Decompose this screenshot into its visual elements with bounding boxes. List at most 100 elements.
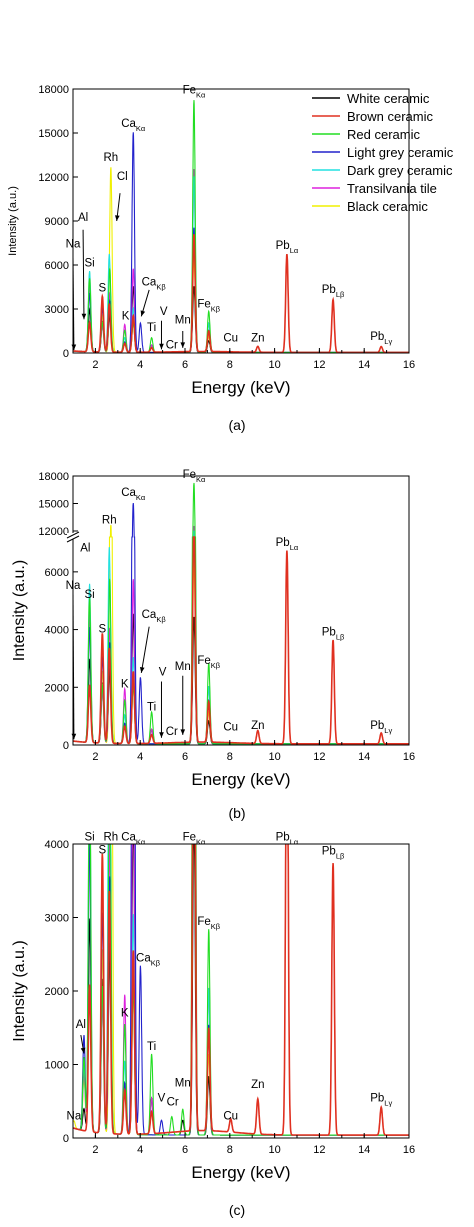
peak-label: Zn (251, 332, 264, 344)
peak-label: Cu (223, 722, 238, 734)
peak-label: Mn (175, 315, 191, 327)
x-tick-label: 6 (182, 1144, 188, 1156)
annotation-arrowhead (81, 313, 87, 320)
x-tick-label: 8 (227, 359, 233, 371)
peak-element: Fe (197, 299, 210, 311)
annotation-arrow (72, 592, 75, 740)
peak-element: Cr (166, 726, 178, 738)
peak-element: Pb (322, 845, 336, 857)
peak-element: Na (67, 1111, 82, 1123)
peak-label: V (159, 667, 167, 679)
peak-element: Pb (276, 240, 290, 252)
peak-label: Al (76, 1019, 86, 1031)
peak-line: Lβ (336, 632, 345, 641)
x-tick-label: 16 (403, 359, 415, 371)
peak-line: Kα (196, 90, 206, 99)
y-tick-label: 12000 (38, 172, 69, 184)
series-line-brown (73, 844, 409, 1136)
y-tick-label: 6000 (45, 260, 69, 272)
chart-a: 2 4 6 8 10 12 14 16 0 3000 6000 9000 12000 15000 18000… (7, 84, 415, 433)
peak-element: Si (84, 831, 94, 843)
peak-element: Ti (147, 1041, 156, 1053)
figure-caption: (a) (228, 417, 245, 433)
peak-line: Kβ (211, 922, 221, 931)
peak-label: PbLβ (322, 845, 345, 860)
peak-element: Pb (370, 331, 384, 343)
peak-label: S (99, 282, 107, 294)
y-tick-label: 2000 (45, 682, 69, 694)
peak-label: Al (80, 543, 90, 555)
peak-label: Ti (147, 322, 156, 334)
peak-element: Pb (370, 1092, 384, 1104)
peak-element: Al (78, 212, 88, 224)
chart-b: 2 4 6 8 10 12 14 16 0 2000 4000 6000 12000 15000 18000… (11, 469, 415, 821)
peak-element: Cu (223, 332, 238, 344)
peak-element: Cu (223, 722, 238, 734)
peak-element: Al (80, 543, 90, 555)
x-tick-label: 2 (92, 1144, 98, 1156)
annotation-arrowhead (159, 732, 164, 738)
peak-label: PbLγ (370, 720, 392, 735)
peak-element: Pb (322, 626, 336, 638)
peak-element: Fe (183, 84, 196, 96)
peak-label: CaKβ (142, 609, 167, 624)
x-tick-label: 14 (358, 751, 370, 763)
y-tick-label: 4000 (45, 625, 69, 637)
peak-label: FeKα (183, 469, 206, 484)
peak-element: Si (84, 589, 94, 601)
legend: White ceramic Brown ceramic Red ceramic Lig… (312, 91, 454, 214)
peak-label: Zn (251, 1079, 264, 1091)
peak-line: Kα (196, 837, 206, 846)
x-tick-label: 4 (137, 1144, 143, 1156)
axis-break-mark (66, 535, 80, 543)
peak-element: Fe (183, 469, 196, 481)
x-tick-label: 14 (358, 359, 370, 371)
peak-line: Kα (136, 124, 146, 133)
peak-label: S (99, 623, 107, 635)
peak-line: Lγ (384, 726, 392, 735)
annotation-arrowhead (80, 1047, 86, 1054)
peak-label: Al (78, 212, 88, 224)
annotation-arrowhead (71, 344, 77, 351)
legend-label: Dark grey ceramic (347, 163, 453, 178)
y-tick-label: 3000 (45, 304, 69, 316)
peak-element: V (159, 667, 167, 679)
peak-line: Kα (136, 493, 146, 502)
y-tick-label: 0 (63, 1133, 69, 1145)
peak-line: Kβ (211, 305, 221, 314)
peak-element: Mn (175, 661, 191, 673)
peak-label: PbLγ (370, 331, 392, 346)
peak-label: Na (66, 580, 81, 592)
peak-label: PbLα (276, 831, 299, 846)
peak-element: Pb (276, 831, 290, 843)
peak-element: Pb (322, 284, 336, 296)
x-tick-label: 2 (92, 359, 98, 371)
x-tick-label: 14 (358, 1144, 370, 1156)
peak-element: S (99, 845, 107, 857)
legend-label: Brown ceramic (347, 109, 433, 124)
peak-label: PbLα (276, 240, 299, 255)
peak-element: Zn (251, 332, 264, 344)
series-line-red (73, 844, 409, 1136)
peak-label: Rh (102, 515, 117, 527)
peak-element: Ca (121, 118, 136, 130)
peak-label: K (121, 678, 129, 690)
peak-element: Mn (175, 1078, 191, 1090)
y-tick-label: 4000 (45, 839, 69, 851)
y-axis-label: Intensity (a.u.) (7, 186, 19, 256)
peak-label: CaKβ (136, 953, 161, 968)
figure-caption: (c) (229, 1202, 245, 1218)
x-tick-label: 10 (268, 1144, 280, 1156)
peak-element: V (160, 306, 168, 318)
figure-caption: (b) (228, 805, 245, 821)
peak-element: Ca (121, 487, 136, 499)
peak-label: Si (84, 831, 94, 843)
peak-label: Mn (175, 1078, 191, 1090)
annotation-arrowhead (139, 667, 145, 673)
x-tick-label: 16 (403, 1144, 415, 1156)
peak-label: Si (84, 589, 94, 601)
axis-break-mark (66, 531, 80, 539)
peak-label: CaKα (121, 487, 146, 502)
series-line-brown (73, 536, 409, 745)
x-tick-label: 12 (313, 751, 325, 763)
